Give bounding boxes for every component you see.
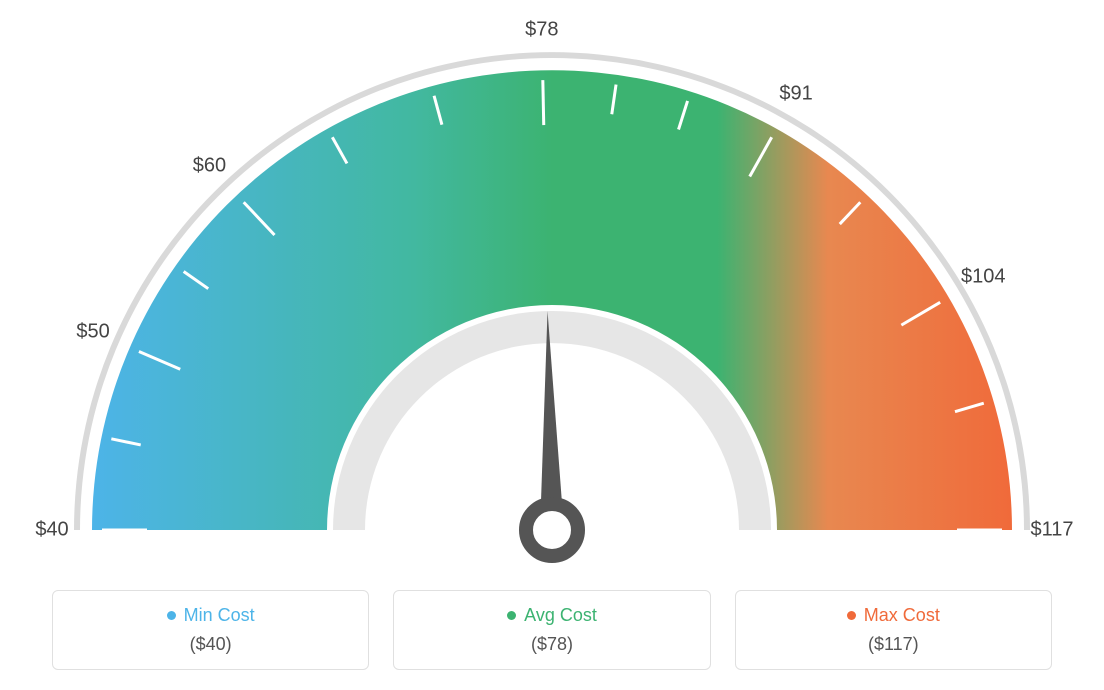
legend-max-dot	[847, 611, 856, 620]
tick-label: $50	[76, 320, 109, 343]
gauge-svg	[0, 0, 1104, 575]
tick-label: $117	[1030, 519, 1073, 542]
chart-container: $40 $50 $60 $78 $91 $104 $117 Min Cost ($40) A…	[0, 0, 1104, 690]
legend-max-label-row: Max Cost	[847, 605, 940, 626]
legend-min-dot	[167, 611, 176, 620]
legend-avg: Avg Cost ($78)	[393, 590, 710, 670]
legend-max: Max Cost ($117)	[735, 590, 1052, 670]
legend-avg-label-row: Avg Cost	[507, 605, 597, 626]
legend-avg-label: Avg Cost	[524, 605, 597, 626]
legend-avg-value: ($78)	[404, 634, 699, 655]
tick-label: $104	[961, 266, 1006, 289]
tick-label: $91	[779, 82, 812, 105]
tick-label: $40	[35, 519, 68, 542]
gauge-chart: $40 $50 $60 $78 $91 $104 $117	[0, 0, 1104, 575]
legend-max-value: ($117)	[746, 634, 1041, 655]
legend-max-label: Max Cost	[864, 605, 940, 626]
tick-label: $78	[525, 19, 558, 42]
legend-min-label-row: Min Cost	[167, 605, 255, 626]
legend-min-label: Min Cost	[184, 605, 255, 626]
legend-avg-dot	[507, 611, 516, 620]
legend-min-value: ($40)	[63, 634, 358, 655]
legend-min: Min Cost ($40)	[52, 590, 369, 670]
tick-label: $60	[193, 154, 226, 177]
legend-row: Min Cost ($40) Avg Cost ($78) Max Cost (…	[0, 590, 1104, 670]
